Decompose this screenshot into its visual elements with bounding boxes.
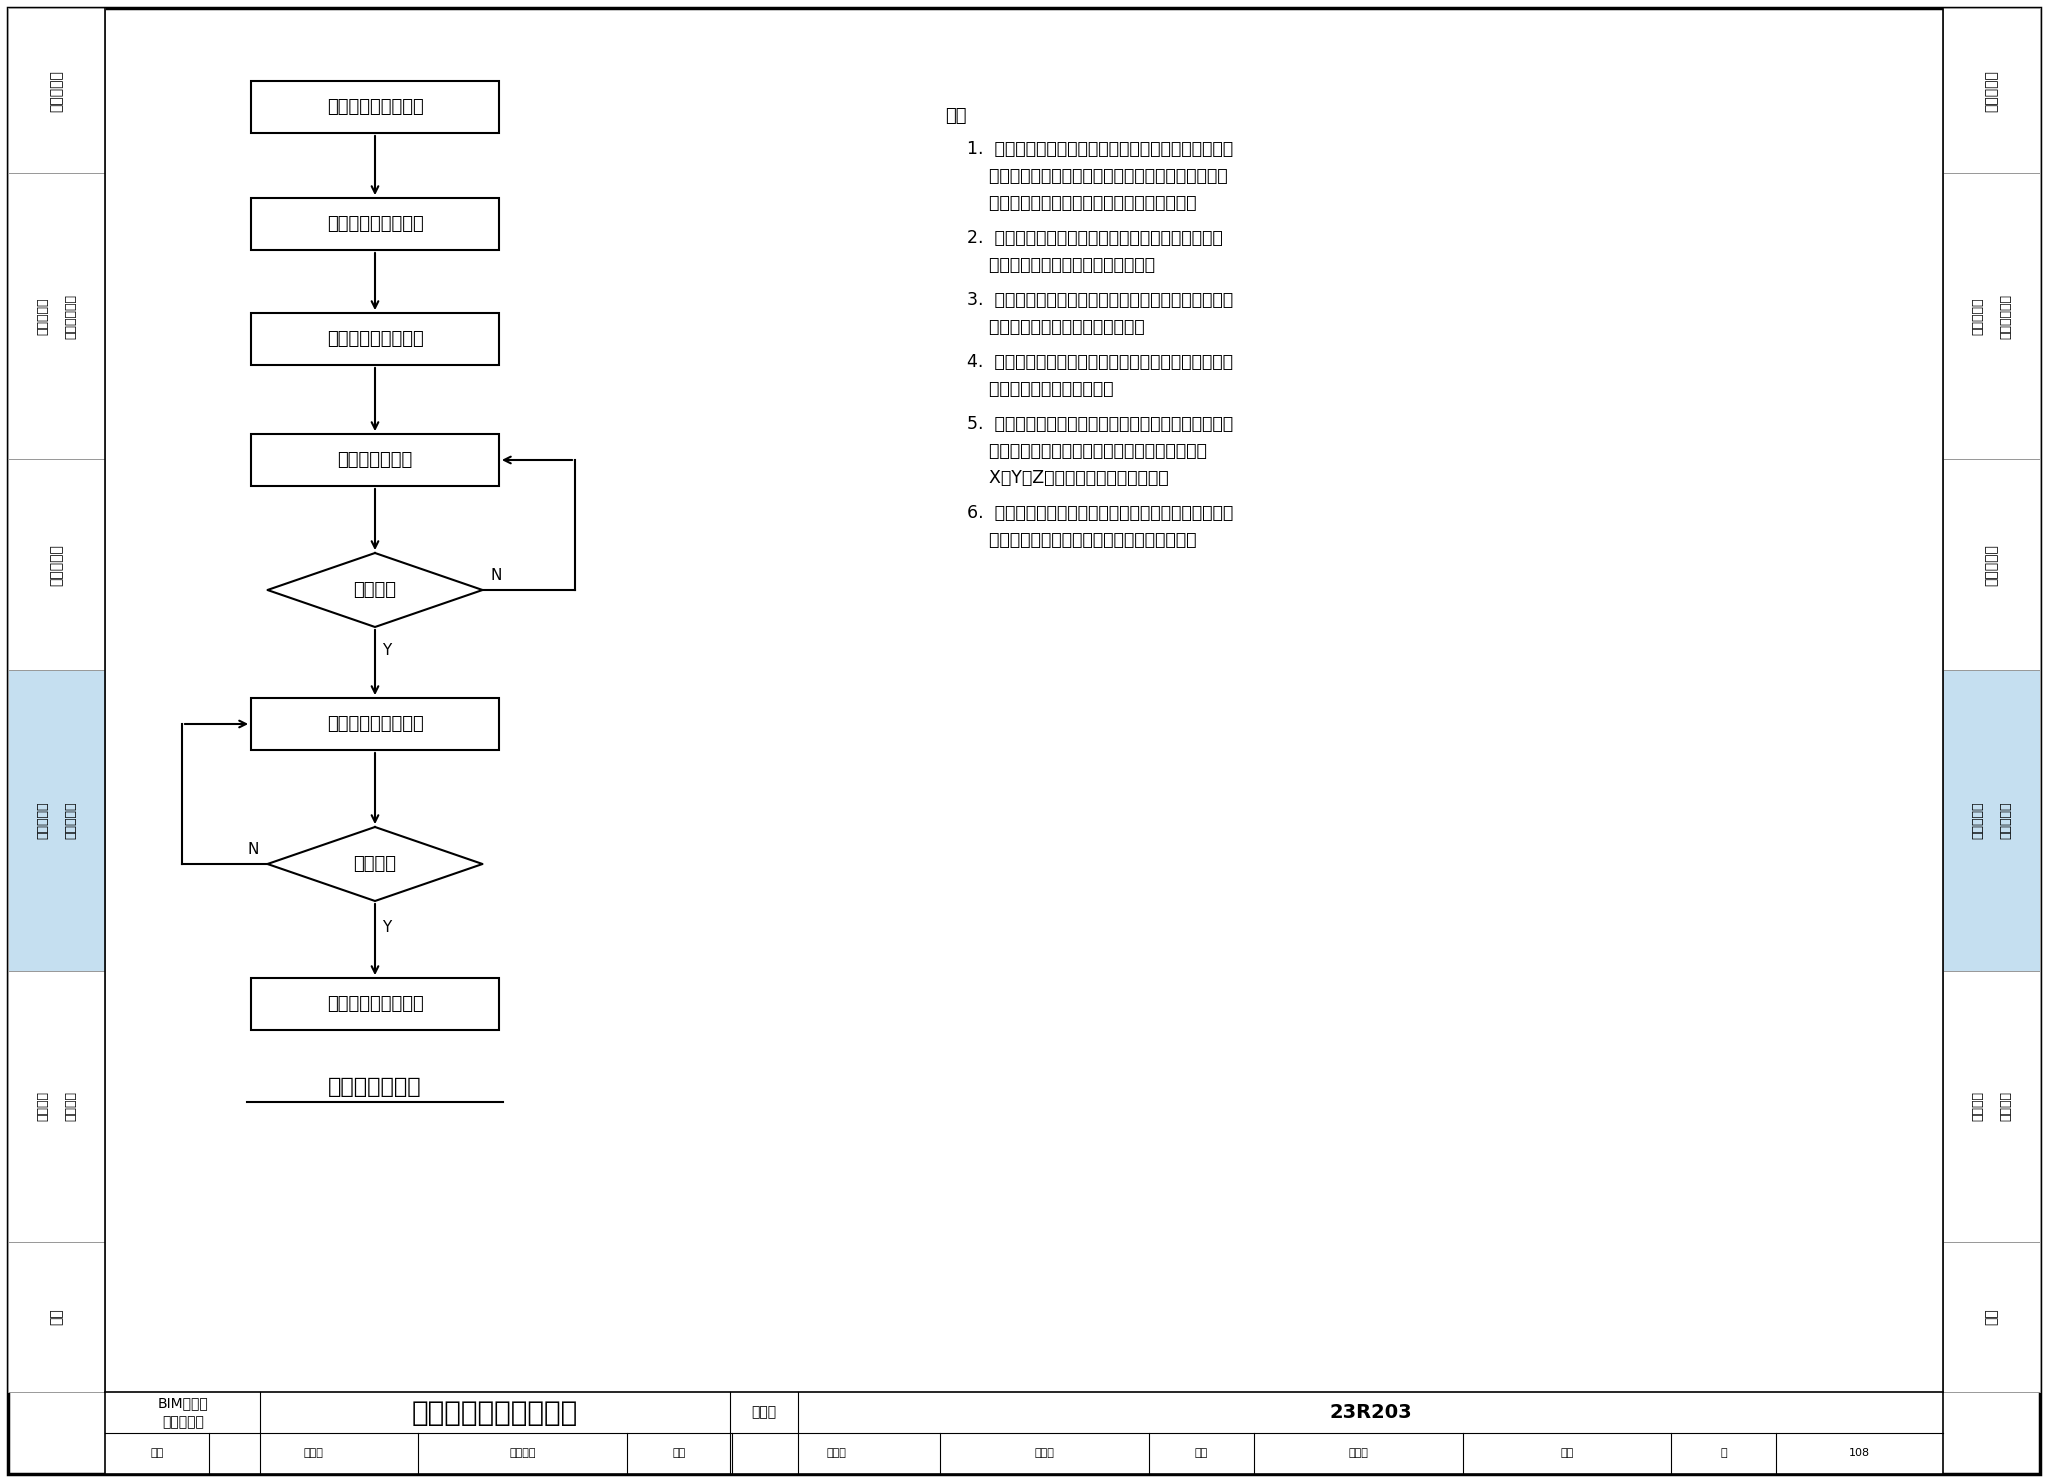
Bar	[8, 670, 104, 971]
Bar	[1944, 173, 2040, 459]
Text: 测，并根据复测结果调整设计方案；: 测，并根据复测结果调整设计方案；	[967, 256, 1155, 274]
Bar	[252, 978, 500, 1030]
Text: 机房装配化设计（一）: 机房装配化设计（一）	[412, 1399, 578, 1427]
Text: 机房附属设备: 机房附属设备	[63, 293, 78, 339]
Text: 朱进林: 朱进林	[825, 1448, 846, 1458]
Bar	[1944, 670, 2040, 971]
Text: 审核: 审核	[152, 1448, 164, 1458]
Bar	[252, 313, 500, 365]
Bar	[1944, 459, 2040, 670]
Bar	[8, 1242, 104, 1392]
Text: 附录: 附录	[49, 1309, 63, 1325]
Text: 机房典型: 机房典型	[63, 1091, 78, 1122]
Text: 建造与安装: 建造与安装	[1970, 802, 1985, 839]
Text: N: N	[492, 569, 502, 584]
Text: 现场数据实测及录入: 现场数据实测及录入	[326, 330, 424, 348]
Text: 整装式机房: 整装式机房	[1985, 544, 1999, 585]
Text: 方生态文: 方生态文	[510, 1448, 537, 1458]
Text: 工程实例: 工程实例	[1970, 1091, 1985, 1122]
Text: 机房附属设备: 机房附属设备	[1999, 293, 2011, 339]
Text: 模型及相关资料接受: 模型及相关资料接受	[326, 98, 424, 116]
Bar	[252, 82, 500, 133]
Bar	[252, 434, 500, 486]
Polygon shape	[268, 827, 483, 901]
Text: 装配化设计流程: 装配化设计流程	[328, 1077, 422, 1097]
Text: 设计: 设计	[1194, 1448, 1208, 1458]
Text: 中出现设备故障，影响测量效果；: 中出现设备故障，影响测量效果；	[967, 319, 1145, 336]
Text: 审核确认: 审核确认	[354, 855, 397, 873]
Text: 108: 108	[1849, 1448, 1870, 1458]
Text: 加工图纸及模型移交: 加工图纸及模型移交	[326, 994, 424, 1014]
Text: 机房装配式: 机房装配式	[63, 802, 78, 839]
Text: 整装式机房: 整装式机房	[49, 544, 63, 585]
Bar	[1944, 971, 2040, 1242]
Text: 1.  机房装配化设计开始前宜对前期深化模型成果进行检: 1. 机房装配化设计开始前宜对前期深化模型成果进行检	[967, 139, 1233, 159]
Text: 模块化机组: 模块化机组	[49, 70, 63, 111]
Text: 查，查看模型是否存在碰撞或其他不合理之处，如发: 查，查看模型是否存在碰撞或其他不合理之处，如发	[967, 167, 1227, 185]
Text: 现问题应及时反馈至深化建模人员进行调整；: 现问题应及时反馈至深化建模人员进行调整；	[967, 194, 1196, 212]
Text: 躲秋: 躲秋	[1561, 1448, 1573, 1458]
Text: Y: Y	[383, 920, 391, 935]
Text: 深化设计及模型交底: 深化设计及模型交底	[326, 215, 424, 233]
Text: 建造与安装: 建造与安装	[37, 802, 49, 839]
Bar	[104, 1392, 1944, 1475]
Text: 管线的走向在合适的位置预留现场调整段，消除: 管线的走向在合适的位置预留现场调整段，消除	[967, 442, 1206, 459]
Bar	[252, 698, 500, 750]
Text: 陈晓文: 陈晓文	[303, 1448, 324, 1458]
Text: 碰撞检测: 碰撞检测	[354, 581, 397, 599]
Text: 23R203: 23R203	[1329, 1403, 1411, 1423]
Text: 管道及模块拆分: 管道及模块拆分	[338, 451, 412, 468]
Bar	[8, 7, 104, 173]
Text: BIM深化及
装配化设计: BIM深化及 装配化设计	[158, 1396, 209, 1429]
Bar	[8, 173, 104, 459]
Text: 导出并生成加工图纸: 导出并生成加工图纸	[326, 714, 424, 734]
Text: X、Y、Z三个方向的累积安装误差；: X、Y、Z三个方向的累积安装误差；	[967, 468, 1169, 488]
Polygon shape	[268, 553, 483, 627]
Text: 3.  测量工具或仪器在使用前应仔细检查，避免测量过程: 3. 测量工具或仪器在使用前应仔细检查，避免测量过程	[967, 290, 1233, 310]
Text: 小时行: 小时行	[1034, 1448, 1055, 1458]
Bar	[1944, 7, 2040, 173]
Bar	[252, 199, 500, 250]
Text: 和管道配件: 和管道配件	[37, 298, 49, 335]
Text: 图集号: 图集号	[752, 1405, 776, 1420]
Text: N: N	[248, 842, 260, 858]
Text: 5.  在进行管道及模块分段时，宜根据机房设备的布局及: 5. 在进行管道及模块分段时，宜根据机房设备的布局及	[967, 415, 1233, 433]
Bar	[8, 971, 104, 1242]
Text: 2.  机房装配化设计开始前宜先对机房土建结构进行复: 2. 机房装配化设计开始前宜先对机房土建结构进行复	[967, 230, 1223, 247]
Text: 陈翰秩: 陈翰秩	[1348, 1448, 1368, 1458]
Text: 工程实例: 工程实例	[37, 1091, 49, 1122]
Bar	[8, 459, 104, 670]
Text: 和管道配件: 和管道配件	[1970, 298, 1985, 335]
Text: 和位置，并满足相关设计规范和标准的要求。: 和位置，并满足相关设计规范和标准的要求。	[967, 531, 1196, 548]
Text: 机房装配式: 机房装配式	[1999, 802, 2011, 839]
Text: 附录: 附录	[1985, 1309, 1999, 1325]
Text: 4.  机房装配化设计时应考虑支架的安装位置，管道连接: 4. 机房装配化设计时应考虑支架的安装位置，管道连接	[967, 353, 1233, 370]
Text: 点应避开支架安装的位置；: 点应避开支架安装的位置；	[967, 379, 1114, 399]
Text: 页: 页	[1720, 1448, 1726, 1458]
Text: 校对: 校对	[672, 1448, 686, 1458]
Bar	[1944, 1242, 2040, 1392]
Text: 机房典型: 机房典型	[1999, 1091, 2011, 1122]
Text: 注：: 注：	[944, 107, 967, 124]
Text: 6.  装配化设计不得随意修改或调整管道原有大小、走向: 6. 装配化设计不得随意修改或调整管道原有大小、走向	[967, 504, 1233, 522]
Text: Y: Y	[383, 643, 391, 658]
Text: 模块化机组: 模块化机组	[1985, 70, 1999, 111]
